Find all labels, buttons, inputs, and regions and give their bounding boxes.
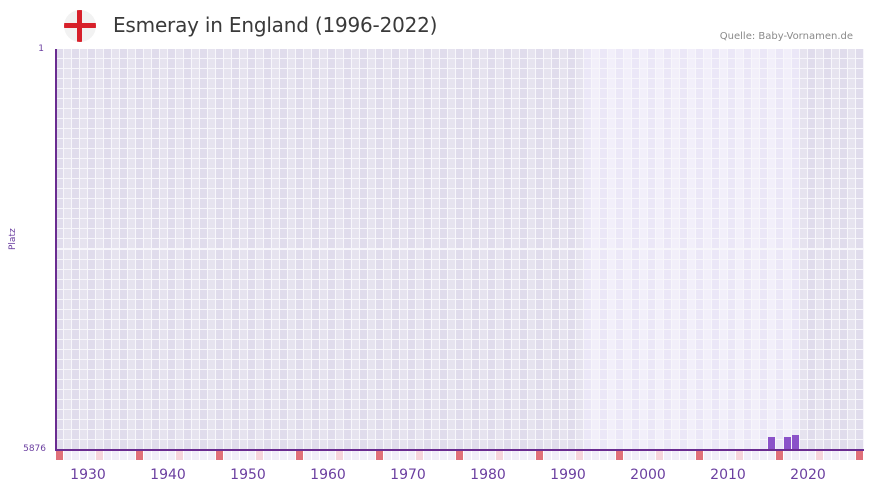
x-tick-1940: 1940 <box>150 467 186 483</box>
england-flag-icon <box>64 10 96 42</box>
x-tick-2010: 2010 <box>710 467 746 483</box>
x-tick-2020: 2020 <box>790 467 826 483</box>
x-tick-1970: 1970 <box>390 467 426 483</box>
y-tick-top: 1 <box>38 44 44 54</box>
y-axis-line <box>55 49 57 451</box>
x-tick-1950: 1950 <box>230 467 266 483</box>
y-tick-bottom: 5876 <box>23 444 46 454</box>
x-tick-1960: 1960 <box>310 467 346 483</box>
plot-area <box>56 49 864 450</box>
chart-title: Esmeray in England (1996-2022) <box>113 13 438 37</box>
source-label: Quelle: Baby-Vornamen.de <box>719 31 853 42</box>
x-tick-1990: 1990 <box>550 467 586 483</box>
x-tick-1930: 1930 <box>70 467 106 483</box>
bar-2017[interactable] <box>768 437 775 450</box>
x-axis-line <box>55 449 864 451</box>
bar-2019[interactable] <box>784 436 791 450</box>
x-tick-2000: 2000 <box>630 467 666 483</box>
x-tick-1980: 1980 <box>470 467 506 483</box>
y-axis-title: Platz <box>8 228 18 250</box>
bar-2020[interactable] <box>792 435 799 450</box>
